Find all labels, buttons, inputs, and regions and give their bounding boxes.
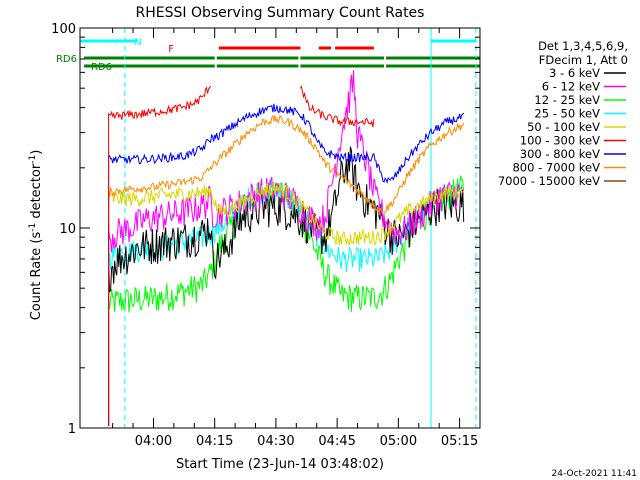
legend-header: Det 1,3,4,5,6,9, <box>538 39 628 53</box>
legend-label-25-50-kev: 25 - 50 keV <box>534 107 600 121</box>
legend-label-300-800-kev: 300 - 800 keV <box>520 147 600 161</box>
flag-label-n: N <box>134 37 141 48</box>
legend-label-50-100-kev: 50 - 100 keV <box>527 120 600 134</box>
x-tick-label: 04:00 <box>135 434 172 449</box>
legend-label-6-12-kev: 6 - 12 keV <box>542 80 600 94</box>
x-axis-ticks: 04:00 04:15 04:30 04:45 05:00 05:15 <box>112 28 481 449</box>
y-axis-label-end: ) <box>29 150 44 155</box>
chart-title: RHESSI Observing Summary Count Rates <box>136 5 425 21</box>
x-axis-label: Start Time (23-Jun-14 03:48:02) <box>176 457 384 472</box>
legend-label-7000-15000-kev: 7000 - 15000 keV <box>498 174 600 188</box>
y-axis-label-superscript-2: -1 <box>28 155 38 164</box>
series-line-12-25-kev <box>108 175 465 426</box>
series-line-50-100-kev <box>108 181 465 426</box>
plot-frame <box>79 27 481 429</box>
y-tick-label: 100 <box>51 22 76 37</box>
y-tick-label: 1 <box>68 422 76 437</box>
series-line-100-300-kev <box>108 85 212 426</box>
flag-label-rd6: RD6 <box>56 54 77 65</box>
series-line-3-6-kev <box>108 146 465 426</box>
legend: Det 1,3,4,5,6,9,FDecim 1, Att 03 - 6 keV… <box>498 39 628 188</box>
flag-label-f: F <box>168 44 174 55</box>
flag-label-rd6: RD6 <box>91 62 112 73</box>
series-line-100-300-kev <box>299 85 375 128</box>
legend-label-12-25-kev: 12 - 25 keV <box>534 93 600 107</box>
x-tick-label: 05:15 <box>441 434 478 449</box>
flag-bars: N F RD6 RD6 <box>56 37 480 73</box>
y-axis-label-main: Count Rate (s <box>29 232 44 321</box>
x-tick-label: 04:45 <box>318 434 355 449</box>
legend-label-800-7000-kev: 800 - 7000 keV <box>512 161 600 175</box>
y-axis-ticks: 1 10 100 <box>51 22 480 437</box>
series-line-6-12-kev <box>108 70 465 426</box>
legend-header: FDecim 1, Att 0 <box>539 53 628 67</box>
x-tick-label: 04:15 <box>196 434 233 449</box>
y-axis-label-superscript: -1 <box>28 223 38 232</box>
footer-timestamp: 24-Oct-2021 11:41 <box>552 469 637 479</box>
y-axis-label-tail: detector <box>29 163 44 223</box>
y-tick-label: 10 <box>59 222 76 237</box>
plot-series <box>108 70 465 426</box>
legend-label-100-300-kev: 100 - 300 keV <box>520 134 600 148</box>
series-line-300-800-kev <box>108 103 465 426</box>
x-tick-label: 05:00 <box>380 434 417 449</box>
x-tick-label: 04:30 <box>257 434 294 449</box>
y-axis-label: Count Rate (s-1 detector-1) <box>28 150 44 321</box>
series-line-800-7000-kev <box>108 114 465 426</box>
legend-label-3-6-kev: 3 - 6 keV <box>549 66 600 80</box>
